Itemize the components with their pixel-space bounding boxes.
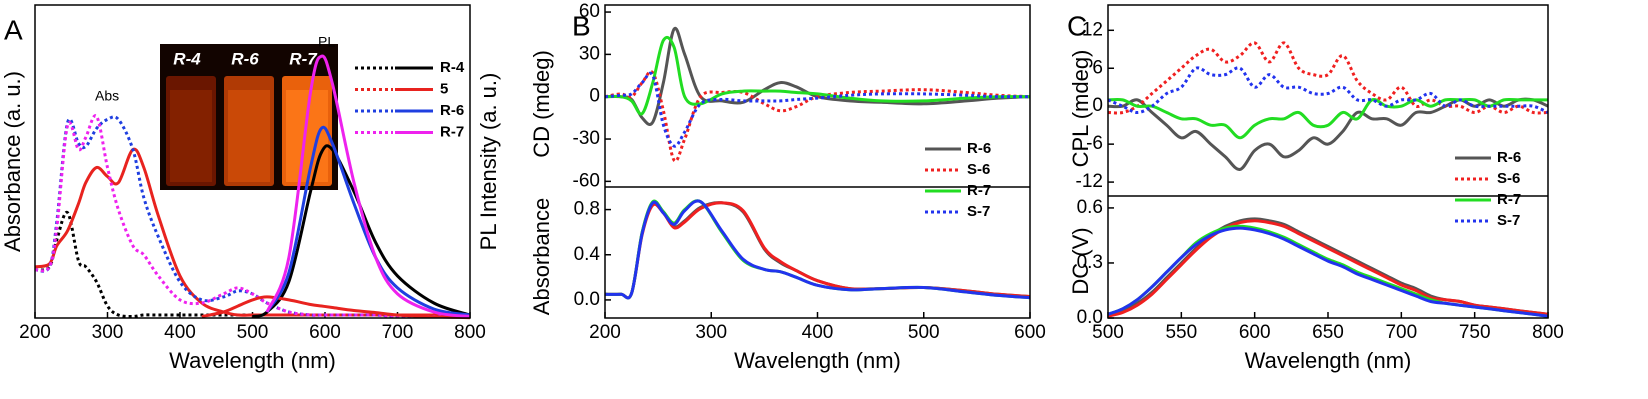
legend-label: S-7 bbox=[967, 203, 990, 220]
y-tick-label: 30 bbox=[579, 43, 600, 64]
y-tick-label: 60 bbox=[579, 1, 600, 22]
data-line bbox=[1107, 97, 1548, 140]
x-tick-label: 300 bbox=[92, 322, 124, 343]
x-tick-label: 550 bbox=[1165, 322, 1197, 343]
y-tick-label: -30 bbox=[573, 128, 600, 149]
x-tick-label: 600 bbox=[1014, 322, 1046, 343]
legend-label: R-6 bbox=[440, 102, 464, 119]
x-tick-label: 300 bbox=[695, 322, 727, 343]
x-tick-label: 700 bbox=[382, 322, 414, 343]
data-line bbox=[1107, 66, 1549, 114]
data-line bbox=[1107, 217, 1549, 318]
inset-label: R-6 bbox=[231, 49, 259, 68]
x-tick-label: 400 bbox=[802, 322, 834, 343]
x-tick-label: 700 bbox=[1385, 322, 1417, 343]
y-tick-label: 0.0 bbox=[574, 289, 600, 310]
x-tick-label: 500 bbox=[1092, 322, 1124, 343]
x-axis-label: Wavelength (nm) bbox=[734, 348, 901, 373]
y-tick-label: 12 bbox=[1082, 19, 1103, 40]
y-axis-label: CD (mdeg) bbox=[529, 50, 554, 158]
x-tick-label: 400 bbox=[164, 322, 196, 343]
legend-label: R-7 bbox=[1497, 191, 1521, 208]
y-tick-label: 0.3 bbox=[1077, 252, 1103, 273]
data-line bbox=[34, 147, 470, 317]
inset-photo bbox=[160, 44, 338, 190]
data-line bbox=[1107, 97, 1549, 171]
x-tick-label: 500 bbox=[237, 322, 269, 343]
x-axis-label: Wavelength (nm) bbox=[1245, 348, 1412, 373]
y-axis-label: Absorbance bbox=[529, 198, 554, 315]
y-tick-label: 0.4 bbox=[574, 244, 601, 265]
x-tick-label: 500 bbox=[908, 322, 940, 343]
y-axis-label: Absorbance (a. u.) bbox=[0, 71, 25, 252]
legend-label: S-6 bbox=[1497, 170, 1520, 187]
legend-label: R-6 bbox=[967, 140, 991, 157]
annotation: PL bbox=[318, 34, 335, 50]
panel-label: C bbox=[1067, 10, 1087, 41]
legend-label: 5 bbox=[440, 80, 448, 97]
legend-label: R-6 bbox=[1497, 149, 1521, 166]
data-line bbox=[34, 115, 470, 319]
data-line bbox=[1107, 219, 1549, 318]
y-axis-label: PL Intensity (a. u.) bbox=[476, 73, 501, 251]
legend-label: R-7 bbox=[967, 182, 991, 199]
inset-label: R-4 bbox=[173, 49, 201, 68]
x-tick-label: 800 bbox=[1532, 322, 1564, 343]
data-line bbox=[252, 144, 471, 318]
data-line bbox=[201, 295, 471, 320]
y-tick-label: 0.0 bbox=[1077, 307, 1103, 328]
data-line bbox=[265, 54, 471, 318]
x-tick-label: 800 bbox=[454, 322, 486, 343]
y-tick-label: -12 bbox=[1076, 171, 1103, 192]
data-line bbox=[1107, 226, 1549, 318]
vial-liquid bbox=[228, 90, 270, 182]
x-tick-label: 750 bbox=[1459, 322, 1491, 343]
y-tick-label: 0.8 bbox=[574, 199, 600, 220]
legend-label: S-7 bbox=[1497, 212, 1520, 229]
y-tick-label: 6 bbox=[1092, 57, 1103, 78]
inset-label: R-7 bbox=[289, 49, 318, 68]
x-tick-label: 200 bbox=[19, 322, 51, 343]
vial-liquid bbox=[286, 90, 328, 182]
y-tick-label: 0 bbox=[1092, 95, 1103, 116]
y-tick-label: -60 bbox=[573, 170, 600, 191]
y-tick-label: -6 bbox=[1086, 133, 1103, 154]
data-line bbox=[1107, 41, 1549, 115]
plot-frame bbox=[34, 4, 471, 319]
data-line bbox=[604, 35, 1031, 116]
x-tick-label: 200 bbox=[589, 322, 621, 343]
plot-frame bbox=[1107, 4, 1549, 319]
panel-label: A bbox=[4, 14, 23, 45]
legend-label: R-4 bbox=[440, 59, 465, 76]
legend-label: S-6 bbox=[967, 161, 990, 178]
annotation: Abs bbox=[95, 88, 119, 104]
panel-label: B bbox=[572, 10, 591, 41]
data-line bbox=[604, 199, 1031, 300]
plot-frame bbox=[604, 4, 1031, 319]
y-tick-label: 0 bbox=[589, 86, 600, 107]
y-axis-label: CPL (mdeg) bbox=[1068, 50, 1093, 168]
x-tick-label: 600 bbox=[1239, 322, 1271, 343]
y-tick-label: 0.6 bbox=[1077, 197, 1103, 218]
data-line bbox=[604, 70, 1031, 163]
x-axis-label: Wavelength (nm) bbox=[169, 348, 336, 373]
x-tick-label: 650 bbox=[1312, 322, 1344, 343]
data-line bbox=[604, 26, 1031, 126]
y-axis-label: DC (V) bbox=[1068, 227, 1093, 294]
vial-liquid bbox=[170, 90, 212, 182]
x-tick-label: 600 bbox=[309, 322, 341, 343]
data-line bbox=[265, 125, 471, 317]
legend-label: R-7 bbox=[440, 123, 464, 140]
